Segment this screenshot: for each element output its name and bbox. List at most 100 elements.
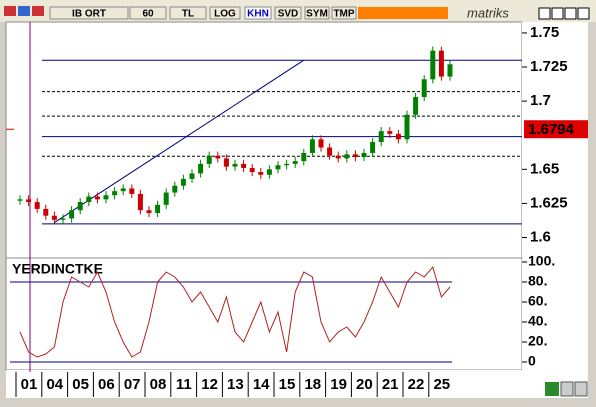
candle-body: [215, 155, 221, 159]
toolbar-button[interactable]: [169, 6, 207, 20]
toolbar-button[interactable]: [304, 6, 330, 20]
toolbar-button[interactable]: [244, 6, 272, 20]
candle-body: [26, 199, 32, 203]
x-tick-label: 25: [433, 376, 450, 393]
candle-body: [77, 202, 83, 211]
candle-body: [395, 133, 401, 140]
y-tick-label: 0: [528, 353, 536, 369]
toolbar-button-label[interactable]: SYM: [306, 9, 328, 20]
candle-body: [232, 163, 238, 167]
toolbar-button-label[interactable]: LOG: [214, 9, 236, 20]
x-tick-label: 22: [408, 376, 425, 393]
toolbar-button-label[interactable]: SVD: [278, 9, 299, 20]
x-tick-label: 11: [176, 376, 192, 393]
toolbar-button[interactable]: [129, 6, 167, 20]
toolbar-button-label[interactable]: TL: [182, 9, 194, 20]
toolbar-button[interactable]: [274, 6, 302, 20]
candle-body: [318, 139, 324, 148]
last-price-box: [524, 120, 588, 139]
icon[interactable]: [4, 6, 16, 16]
candle-body: [34, 202, 40, 209]
candle-body: [292, 161, 298, 164]
x-tick-label: 12: [201, 376, 218, 393]
candle-body: [275, 165, 281, 170]
candle-body: [378, 131, 384, 143]
toolbar-button[interactable]: [209, 6, 241, 20]
last-price-label: 1.6794: [528, 121, 575, 138]
candle-body: [86, 196, 92, 203]
x-axis: [6, 370, 588, 398]
y-tick-label: 100.: [528, 253, 555, 269]
y-tick-label: 20.: [528, 333, 547, 349]
osc-axis: [522, 258, 588, 370]
toolbar-button-label[interactable]: KHN: [247, 9, 269, 20]
candle-body: [17, 199, 23, 201]
candle-body: [438, 50, 444, 77]
toolbar-button[interactable]: [49, 6, 129, 20]
y-tick-label: 1.625: [530, 194, 568, 211]
window-btn[interactable]: [551, 7, 564, 20]
toolbar-button-label[interactable]: IB ORT: [72, 9, 106, 20]
candle-body: [361, 152, 367, 158]
candle-body: [60, 218, 66, 220]
candle-body: [309, 139, 315, 153]
icon[interactable]: [18, 6, 30, 16]
candle-body: [430, 50, 436, 80]
x-tick-label: 15: [279, 376, 296, 393]
status-bar: [358, 7, 448, 19]
window-btn[interactable]: [538, 7, 551, 20]
osc-line: [19, 265, 451, 358]
brand: matriks: [467, 5, 509, 20]
candle-body: [223, 158, 229, 167]
x-tick-label: 18: [304, 376, 321, 393]
candle-body: [370, 142, 376, 153]
candle-body: [94, 196, 100, 200]
candle-body: [146, 210, 152, 213]
toolbar-button-label[interactable]: 60: [142, 9, 154, 20]
toolbar-button[interactable]: [331, 6, 357, 20]
y-tick-label: 40.: [528, 313, 547, 329]
candle-body: [163, 192, 169, 205]
price-axis: [522, 22, 588, 258]
y-tick-label: 1.7: [530, 92, 551, 109]
candle-body: [301, 152, 307, 162]
candle-body: [51, 215, 57, 220]
x-tick-label: 06: [98, 376, 115, 393]
candle-body: [335, 155, 341, 159]
scroll-left[interactable]: [560, 381, 574, 397]
y-tick-label: 1.65: [530, 160, 559, 177]
x-tick-label: 14: [253, 376, 270, 393]
candle-body: [206, 155, 212, 164]
x-tick-label: 07: [124, 376, 141, 393]
scroll-right[interactable]: [574, 381, 588, 397]
trend-line: [54, 59, 305, 223]
candle-body: [103, 195, 109, 200]
candle-body: [180, 178, 186, 186]
candle-body: [120, 188, 126, 192]
candle-body: [258, 172, 264, 175]
x-tick-label: 21: [382, 376, 399, 393]
y-tick-label: 60.: [528, 293, 547, 309]
osc-title: YERDINCTKE: [12, 261, 103, 277]
candle-body: [198, 163, 204, 174]
y-tick-label: 80.: [528, 273, 547, 289]
candle-body: [413, 97, 419, 115]
x-tick-label: 20: [356, 376, 373, 393]
candle-body: [387, 131, 393, 134]
x-tick-label: 19: [330, 376, 347, 393]
candle-body: [241, 163, 247, 168]
toolbar-button-label[interactable]: TMP: [333, 9, 354, 20]
candle-body: [137, 193, 143, 211]
candle-body: [344, 154, 350, 159]
candle-body: [155, 204, 161, 213]
icon[interactable]: [32, 6, 44, 16]
x-tick-label: 05: [72, 376, 89, 393]
window-btn[interactable]: [564, 7, 577, 20]
refresh-btn[interactable]: [545, 382, 559, 396]
candle-body: [404, 114, 410, 140]
window-btn[interactable]: [577, 7, 590, 20]
candle-body: [69, 210, 75, 219]
price-panel: [5, 21, 523, 259]
x-tick-label: 08: [150, 376, 167, 393]
